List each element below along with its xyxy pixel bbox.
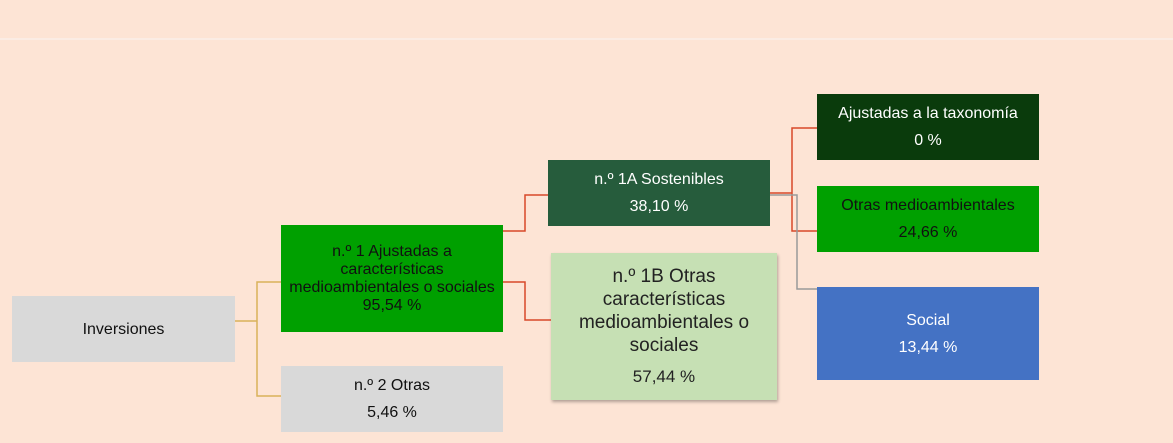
node: n.º 2 Otras 5,46 %	[281, 366, 503, 432]
node: Ajustadas a la taxonomía 0 %	[817, 94, 1039, 160]
node: Otras medioambientales 24,66 %	[817, 186, 1039, 252]
node-value: 0 %	[914, 132, 942, 149]
connector	[503, 194, 551, 321]
node-label: Otras medioambientales	[841, 197, 1015, 214]
connector	[770, 194, 817, 290]
node-value: 13,44 %	[898, 338, 958, 356]
node-label: Inversiones	[82, 320, 165, 338]
node-value: 38,10 %	[629, 198, 689, 215]
node: Social 13,44 %	[817, 287, 1039, 380]
node-label: n.º 1A Sostenibles	[594, 171, 724, 188]
node-value: 57,44 %	[632, 367, 696, 386]
node-label: n.º 1 Ajustadas a características medioa…	[289, 242, 495, 296]
node: n.º 1B Otras características medioambien…	[551, 253, 777, 400]
connector	[770, 127, 817, 232]
divider	[0, 38, 1173, 40]
node: n.º 1 Ajustadas a características medioa…	[281, 225, 503, 332]
node-label: n.º 1B Otras características medioambien…	[578, 266, 750, 356]
node: n.º 1A Sostenibles 38,10 %	[548, 160, 770, 226]
node-label: Social	[906, 311, 950, 329]
node-label: n.º 2 Otras	[353, 377, 431, 394]
node-value: 24,66 %	[898, 224, 958, 241]
node-value: 5,46 %	[367, 404, 417, 421]
connector	[235, 281, 281, 397]
node: Inversiones	[12, 296, 235, 362]
node-label: Ajustadas a la taxonomía	[838, 105, 1018, 122]
node-value: 95,54 %	[362, 296, 422, 314]
